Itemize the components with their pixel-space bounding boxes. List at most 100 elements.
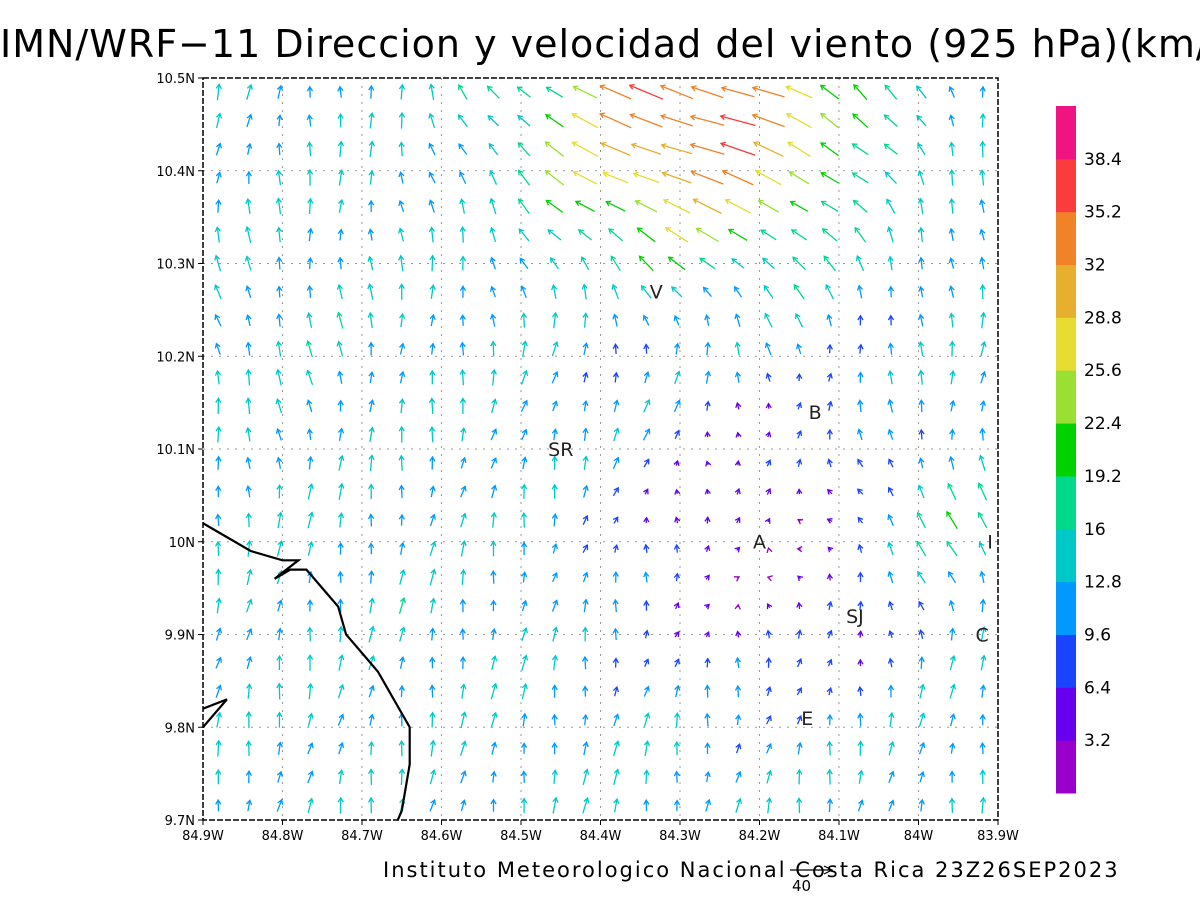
wind-vector: [758, 200, 779, 213]
wind-vector: [546, 199, 564, 213]
wind-vector: [460, 513, 466, 528]
wind-vector: [400, 112, 403, 129]
wind-vector: [888, 601, 894, 611]
wind-vector-head: [949, 340, 956, 347]
wind-vector-head: [826, 488, 833, 495]
wind-vector: [705, 315, 710, 326]
wind-vector: [981, 428, 984, 441]
wind-vector-head: [245, 285, 252, 292]
wind-vector-head: [887, 428, 894, 435]
wind-vector-head: [950, 683, 957, 690]
city-label: SR: [548, 439, 573, 461]
wind-vector-head: [825, 283, 831, 291]
wind-vector-head: [719, 141, 727, 148]
wind-vector: [339, 513, 343, 528]
wind-vector-head: [459, 397, 467, 404]
wind-vector-head: [948, 599, 955, 606]
wind-vector-head: [612, 627, 619, 634]
wind-vector: [852, 143, 869, 156]
wind-vector: [583, 372, 587, 383]
wind-vector: [277, 742, 281, 755]
wind-vector: [276, 541, 283, 557]
wind-vector-head: [795, 343, 802, 350]
wind-vector-head: [307, 770, 314, 777]
wind-vector-head: [491, 398, 498, 405]
wind-vector-head: [215, 485, 222, 492]
wind-vector: [916, 85, 927, 99]
wind-vector-head: [735, 770, 742, 778]
wind-vector: [828, 741, 831, 756]
wind-vector: [370, 85, 373, 99]
colorbar-label: 12.8: [1084, 573, 1122, 593]
wind-vector: [766, 770, 772, 784]
wind-vector-head: [338, 741, 345, 749]
wind-vector-head: [918, 399, 925, 406]
wind-vector-head: [580, 256, 587, 263]
wind-vector-head: [704, 430, 711, 437]
wind-vector: [639, 255, 654, 272]
wind-vector-head: [520, 312, 528, 319]
wind-vector: [400, 84, 403, 100]
wind-vector: [459, 171, 467, 184]
wind-vector: [728, 228, 748, 241]
wind-vector-head: [643, 599, 650, 606]
wind-vector-head: [582, 741, 589, 748]
wind-vector-head: [276, 456, 283, 463]
wind-vector-head: [398, 199, 405, 207]
wind-vector-head: [338, 654, 345, 661]
wind-vector-head: [980, 654, 987, 661]
wind-vector-head: [215, 798, 222, 805]
wind-vector: [308, 429, 312, 441]
wind-vector: [460, 771, 466, 784]
wind-vector-head: [216, 684, 223, 691]
wind-vector: [521, 684, 527, 700]
wind-vector: [858, 770, 863, 784]
wind-vector-head: [704, 488, 711, 495]
wind-vector: [337, 714, 344, 726]
city-label: V: [650, 281, 663, 303]
wind-vector-head: [551, 311, 559, 318]
wind-vector-head: [947, 482, 953, 489]
wind-vector-head: [429, 684, 436, 691]
city-label: E: [801, 708, 813, 730]
wind-vector-head: [276, 770, 283, 777]
wind-vector-head: [306, 85, 314, 92]
wind-vector: [308, 228, 312, 242]
wind-vector: [884, 143, 898, 155]
wind-vector-head: [699, 257, 706, 264]
wind-vector-head: [643, 658, 650, 665]
wind-vector-head: [948, 797, 956, 804]
wind-vector: [762, 257, 775, 270]
wind-vector-head: [306, 256, 314, 263]
wind-vector-head: [245, 484, 252, 492]
wind-vector-head: [887, 513, 894, 520]
wind-vector: [307, 400, 313, 413]
wind-vector: [918, 601, 925, 611]
wind-vector: [752, 114, 785, 128]
wind-vector-head: [276, 682, 283, 689]
wind-vector: [731, 258, 745, 269]
wind-vector-head: [978, 541, 985, 548]
wind-vector-head: [796, 741, 803, 748]
wind-vector-head: [338, 198, 345, 205]
wind-vector-head: [582, 399, 589, 407]
wind-vector: [217, 514, 220, 527]
wind-vector: [490, 683, 497, 700]
wind-vector: [431, 343, 434, 355]
wind-vector-head: [918, 226, 925, 233]
wind-vector: [949, 655, 955, 671]
wind-vector-head: [673, 740, 681, 747]
wind-vector: [552, 285, 557, 299]
wind-vector-head: [306, 399, 313, 406]
wind-vector: [216, 598, 220, 614]
wind-vector: [601, 142, 631, 156]
wind-vector: [369, 714, 373, 726]
wind-vector-head: [887, 458, 894, 465]
wind-vector-head: [551, 455, 558, 462]
wind-vector: [888, 227, 894, 243]
wind-vector: [553, 312, 557, 329]
wind-vector: [370, 742, 373, 756]
wind-vector-head: [766, 769, 773, 776]
wind-vector-head: [705, 798, 712, 805]
wind-vector-head: [582, 598, 589, 605]
